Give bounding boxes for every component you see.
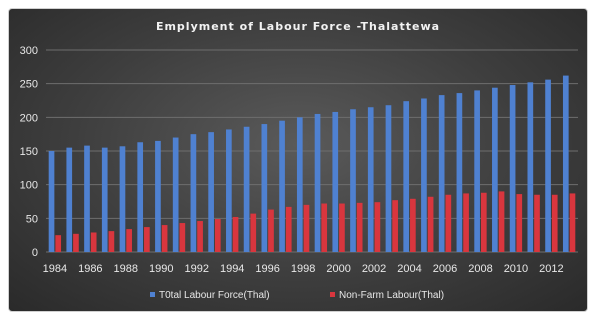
legend: T0tal Labour Force(Thal) Non-Farm Labour(… — [150, 290, 444, 301]
bar-total-labour — [527, 82, 533, 252]
bar-total-labour — [102, 148, 108, 252]
grid-layer — [46, 50, 578, 252]
bar-non-farm-labour — [304, 205, 310, 252]
bar-non-farm-labour — [55, 235, 61, 252]
y-tick-label: 150 — [20, 146, 38, 158]
bar-total-labour — [66, 148, 72, 252]
x-tick-label: 1988 — [114, 263, 138, 275]
x-tick-label: 2002 — [362, 263, 386, 275]
x-tick-label: 2006 — [433, 263, 457, 275]
bar-total-labour — [403, 101, 409, 252]
x-tick-label: 2008 — [468, 263, 492, 275]
bar-total-labour — [545, 80, 551, 252]
bar-non-farm-labour — [570, 193, 576, 252]
bar-total-labour — [492, 88, 498, 252]
y-tick-label: 200 — [20, 112, 38, 124]
legend-swatch — [330, 292, 335, 297]
bar-non-farm-labour — [126, 229, 132, 252]
bar-non-farm-labour — [357, 203, 363, 252]
bar-non-farm-labour — [91, 232, 97, 252]
bar-total-labour — [226, 129, 232, 252]
legend-label: T0tal Labour Force(Thal) — [159, 290, 270, 301]
bar-total-labour — [474, 90, 480, 252]
bar-total-labour — [457, 93, 463, 252]
y-tick-label: 300 — [20, 45, 38, 57]
bar-non-farm-labour — [375, 202, 381, 252]
bar-total-labour — [421, 98, 427, 252]
y-tick-label: 100 — [20, 180, 38, 192]
bar-non-farm-labour — [428, 197, 434, 252]
bar-non-farm-labour — [481, 193, 487, 252]
bar-non-farm-labour — [144, 227, 150, 252]
bar-non-farm-labour — [392, 200, 398, 252]
bar-total-labour — [244, 127, 250, 252]
x-tick-label: 1984 — [43, 263, 67, 275]
bar-total-labour — [137, 142, 143, 252]
bar-non-farm-labour — [109, 231, 115, 252]
y-tick-label: 0 — [32, 247, 38, 259]
bar-layer — [49, 76, 576, 252]
bar-non-farm-labour — [534, 195, 540, 252]
x-tick-label: 1992 — [184, 263, 208, 275]
bar-total-labour — [49, 151, 55, 252]
bar-non-farm-labour — [180, 223, 186, 252]
bar-total-labour — [439, 95, 445, 252]
chart-title: Emplyment of Labour Force -Thalattewa — [156, 20, 440, 33]
bar-non-farm-labour — [233, 217, 239, 252]
bar-total-labour — [315, 114, 321, 252]
bar-total-labour — [368, 107, 374, 252]
bar-non-farm-labour — [73, 234, 79, 252]
bar-total-labour — [386, 105, 392, 252]
y-tick-label: 250 — [20, 79, 38, 91]
bar-non-farm-labour — [162, 225, 168, 252]
bar-non-farm-labour — [197, 221, 203, 252]
bar-total-labour — [279, 121, 285, 252]
bar-non-farm-labour — [446, 195, 452, 252]
x-tick-label: 2004 — [397, 263, 421, 275]
bar-total-labour — [84, 146, 90, 252]
bar-total-labour — [297, 117, 303, 252]
x-tick-label: 2000 — [326, 263, 350, 275]
bar-non-farm-labour — [499, 191, 505, 252]
bar-total-labour — [173, 138, 179, 252]
bar-non-farm-labour — [516, 194, 522, 252]
bar-non-farm-labour — [215, 219, 221, 252]
bar-non-farm-labour — [552, 195, 558, 252]
bar-total-labour — [208, 132, 214, 252]
bar-total-labour — [155, 141, 161, 252]
bar-non-farm-labour — [286, 207, 292, 252]
bar-non-farm-labour — [410, 199, 416, 252]
x-tick-label: 1998 — [291, 263, 315, 275]
bar-non-farm-labour — [268, 210, 274, 252]
x-tick-label: 1996 — [255, 263, 279, 275]
bar-non-farm-labour — [463, 193, 469, 252]
bar-total-labour — [191, 134, 197, 252]
x-tick-label: 2010 — [504, 263, 528, 275]
x-tick-label: 1986 — [78, 263, 102, 275]
legend-label: Non-Farm Labour(Thal) — [339, 290, 444, 301]
legend-swatch — [150, 292, 155, 297]
bar-total-labour — [120, 146, 126, 252]
y-tick-label: 50 — [26, 213, 38, 225]
bar-total-labour — [350, 109, 356, 252]
bar-total-labour — [332, 112, 338, 252]
bar-non-farm-labour — [339, 204, 345, 252]
bar-total-labour — [261, 124, 267, 252]
bar-total-labour — [563, 76, 569, 252]
x-tick-label: 1990 — [149, 263, 173, 275]
bar-non-farm-labour — [250, 214, 256, 252]
bar-total-labour — [510, 85, 516, 252]
x-tick-label: 1994 — [220, 263, 244, 275]
bar-non-farm-labour — [321, 204, 327, 252]
x-tick-label: 2012 — [539, 263, 563, 275]
